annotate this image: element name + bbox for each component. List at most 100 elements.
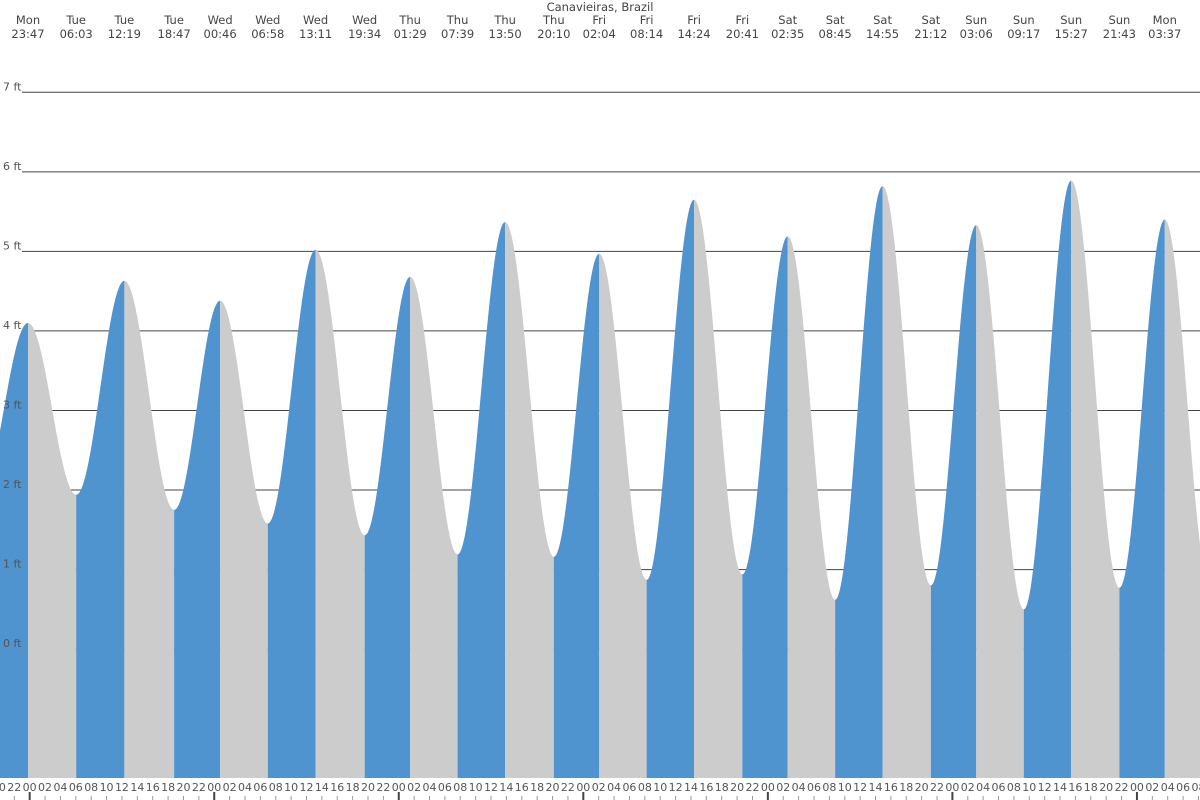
- x-tick-label: 06: [69, 781, 83, 794]
- time-label: 03:06: [960, 27, 993, 41]
- tide-area: [457, 221, 506, 778]
- x-tick-label: 12: [669, 781, 683, 794]
- x-tick-label: 22: [1115, 781, 1129, 794]
- x-tick-label: 06: [253, 781, 267, 794]
- x-tick-label: 18: [899, 781, 913, 794]
- time-label: 15:27: [1055, 27, 1088, 41]
- time-label: 08:14: [630, 27, 663, 41]
- time-label: 18:47: [158, 27, 191, 41]
- y-tick-label: 3 ft: [3, 398, 22, 411]
- x-tick-label: 04: [53, 781, 67, 794]
- x-tick-label: 12: [1038, 781, 1052, 794]
- tide-area: [1164, 219, 1200, 778]
- y-tick-label: 2 ft: [3, 478, 22, 491]
- tide-area: [882, 186, 931, 778]
- tide-area: [364, 276, 411, 778]
- day-label: Sun: [965, 13, 987, 27]
- time-label: 12:19: [108, 27, 141, 41]
- x-tick-label: 02: [592, 781, 606, 794]
- time-label: 21:43: [1103, 27, 1136, 41]
- tide-area: [1119, 219, 1165, 778]
- x-tick-label: 06: [1176, 781, 1190, 794]
- x-tick-label: 04: [792, 781, 806, 794]
- x-tick-label: 22: [930, 781, 944, 794]
- tide-area: [835, 186, 883, 778]
- y-tick-label: 1 ft: [3, 558, 22, 571]
- x-tick-label: 20: [361, 781, 375, 794]
- time-label: 06:58: [251, 27, 284, 41]
- x-tick-label: 20: [0, 781, 6, 794]
- time-label: 13:50: [489, 27, 522, 41]
- x-tick-label: 02: [223, 781, 237, 794]
- x-tick-label: 10: [469, 781, 483, 794]
- day-label: Wed: [255, 13, 280, 27]
- x-tick-label: 02: [961, 781, 975, 794]
- tide-area: [410, 276, 458, 778]
- tide-area: [220, 300, 268, 778]
- x-tick-label: 00: [1130, 781, 1144, 794]
- x-tick-label: 08: [1007, 781, 1021, 794]
- time-label: 02:04: [583, 27, 616, 41]
- day-label: Wed: [352, 13, 377, 27]
- tide-area: [553, 253, 600, 778]
- day-label: Sat: [921, 13, 940, 27]
- x-tick-label: 02: [1145, 781, 1159, 794]
- time-label: 08:45: [819, 27, 852, 41]
- x-tick-label: 02: [38, 781, 52, 794]
- x-tick-label: 14: [869, 781, 883, 794]
- x-tick-label: 12: [484, 781, 498, 794]
- x-tick-label: 14: [315, 781, 329, 794]
- day-label: Wed: [303, 13, 328, 27]
- day-label: Fri: [687, 13, 701, 27]
- x-tick-label: 16: [146, 781, 160, 794]
- x-tick-label: 00: [23, 781, 37, 794]
- x-tick-label: 08: [84, 781, 98, 794]
- x-tick-label: 16: [699, 781, 713, 794]
- x-tick-label: 00: [576, 781, 590, 794]
- x-tick-label: 10: [284, 781, 298, 794]
- tide-area: [124, 280, 175, 778]
- y-tick-label: 4 ft: [3, 319, 22, 332]
- x-tick-label: 00: [761, 781, 775, 794]
- x-tick-label: 22: [376, 781, 390, 794]
- x-tick-label: 20: [176, 781, 190, 794]
- time-label: 20:41: [726, 27, 759, 41]
- time-label: 20:10: [537, 27, 570, 41]
- x-tick-label: 06: [992, 781, 1006, 794]
- x-tick-label: 18: [715, 781, 729, 794]
- tide-area: [976, 225, 1024, 778]
- x-tick-label: 10: [653, 781, 667, 794]
- day-label: Fri: [640, 13, 654, 27]
- x-tick-label: 12: [853, 781, 867, 794]
- day-label: Thu: [446, 13, 469, 27]
- x-tick-label: 08: [269, 781, 283, 794]
- x-tick-label: 00: [392, 781, 406, 794]
- time-label: 01:29: [394, 27, 427, 41]
- x-tick-label: 12: [299, 781, 313, 794]
- x-tick-label: 16: [1068, 781, 1082, 794]
- x-tick-label: 20: [546, 781, 560, 794]
- x-tick-label: 22: [745, 781, 759, 794]
- x-tick-label: 10: [838, 781, 852, 794]
- day-label: Sun: [1108, 13, 1130, 27]
- tide-area: [646, 199, 695, 779]
- chart-title: Canavieiras, Brazil: [547, 0, 654, 14]
- tide-area: [599, 253, 647, 778]
- x-tick-label: 00: [207, 781, 221, 794]
- tide-area: [694, 199, 743, 779]
- day-label: Sat: [826, 13, 845, 27]
- x-tick-label: 04: [423, 781, 437, 794]
- time-label: 02:35: [771, 27, 804, 41]
- day-label: Sun: [1013, 13, 1035, 27]
- x-tick-label: 16: [330, 781, 344, 794]
- tide-area: [315, 249, 365, 779]
- day-label: Fri: [592, 13, 606, 27]
- x-tick-label: 20: [730, 781, 744, 794]
- day-label: Tue: [163, 13, 184, 27]
- x-tick-label: 08: [822, 781, 836, 794]
- x-tick-label: 20: [915, 781, 929, 794]
- tide-area: [742, 236, 788, 778]
- day-label: Sat: [778, 13, 797, 27]
- x-tick-label: 06: [438, 781, 452, 794]
- x-tick-label: 22: [7, 781, 21, 794]
